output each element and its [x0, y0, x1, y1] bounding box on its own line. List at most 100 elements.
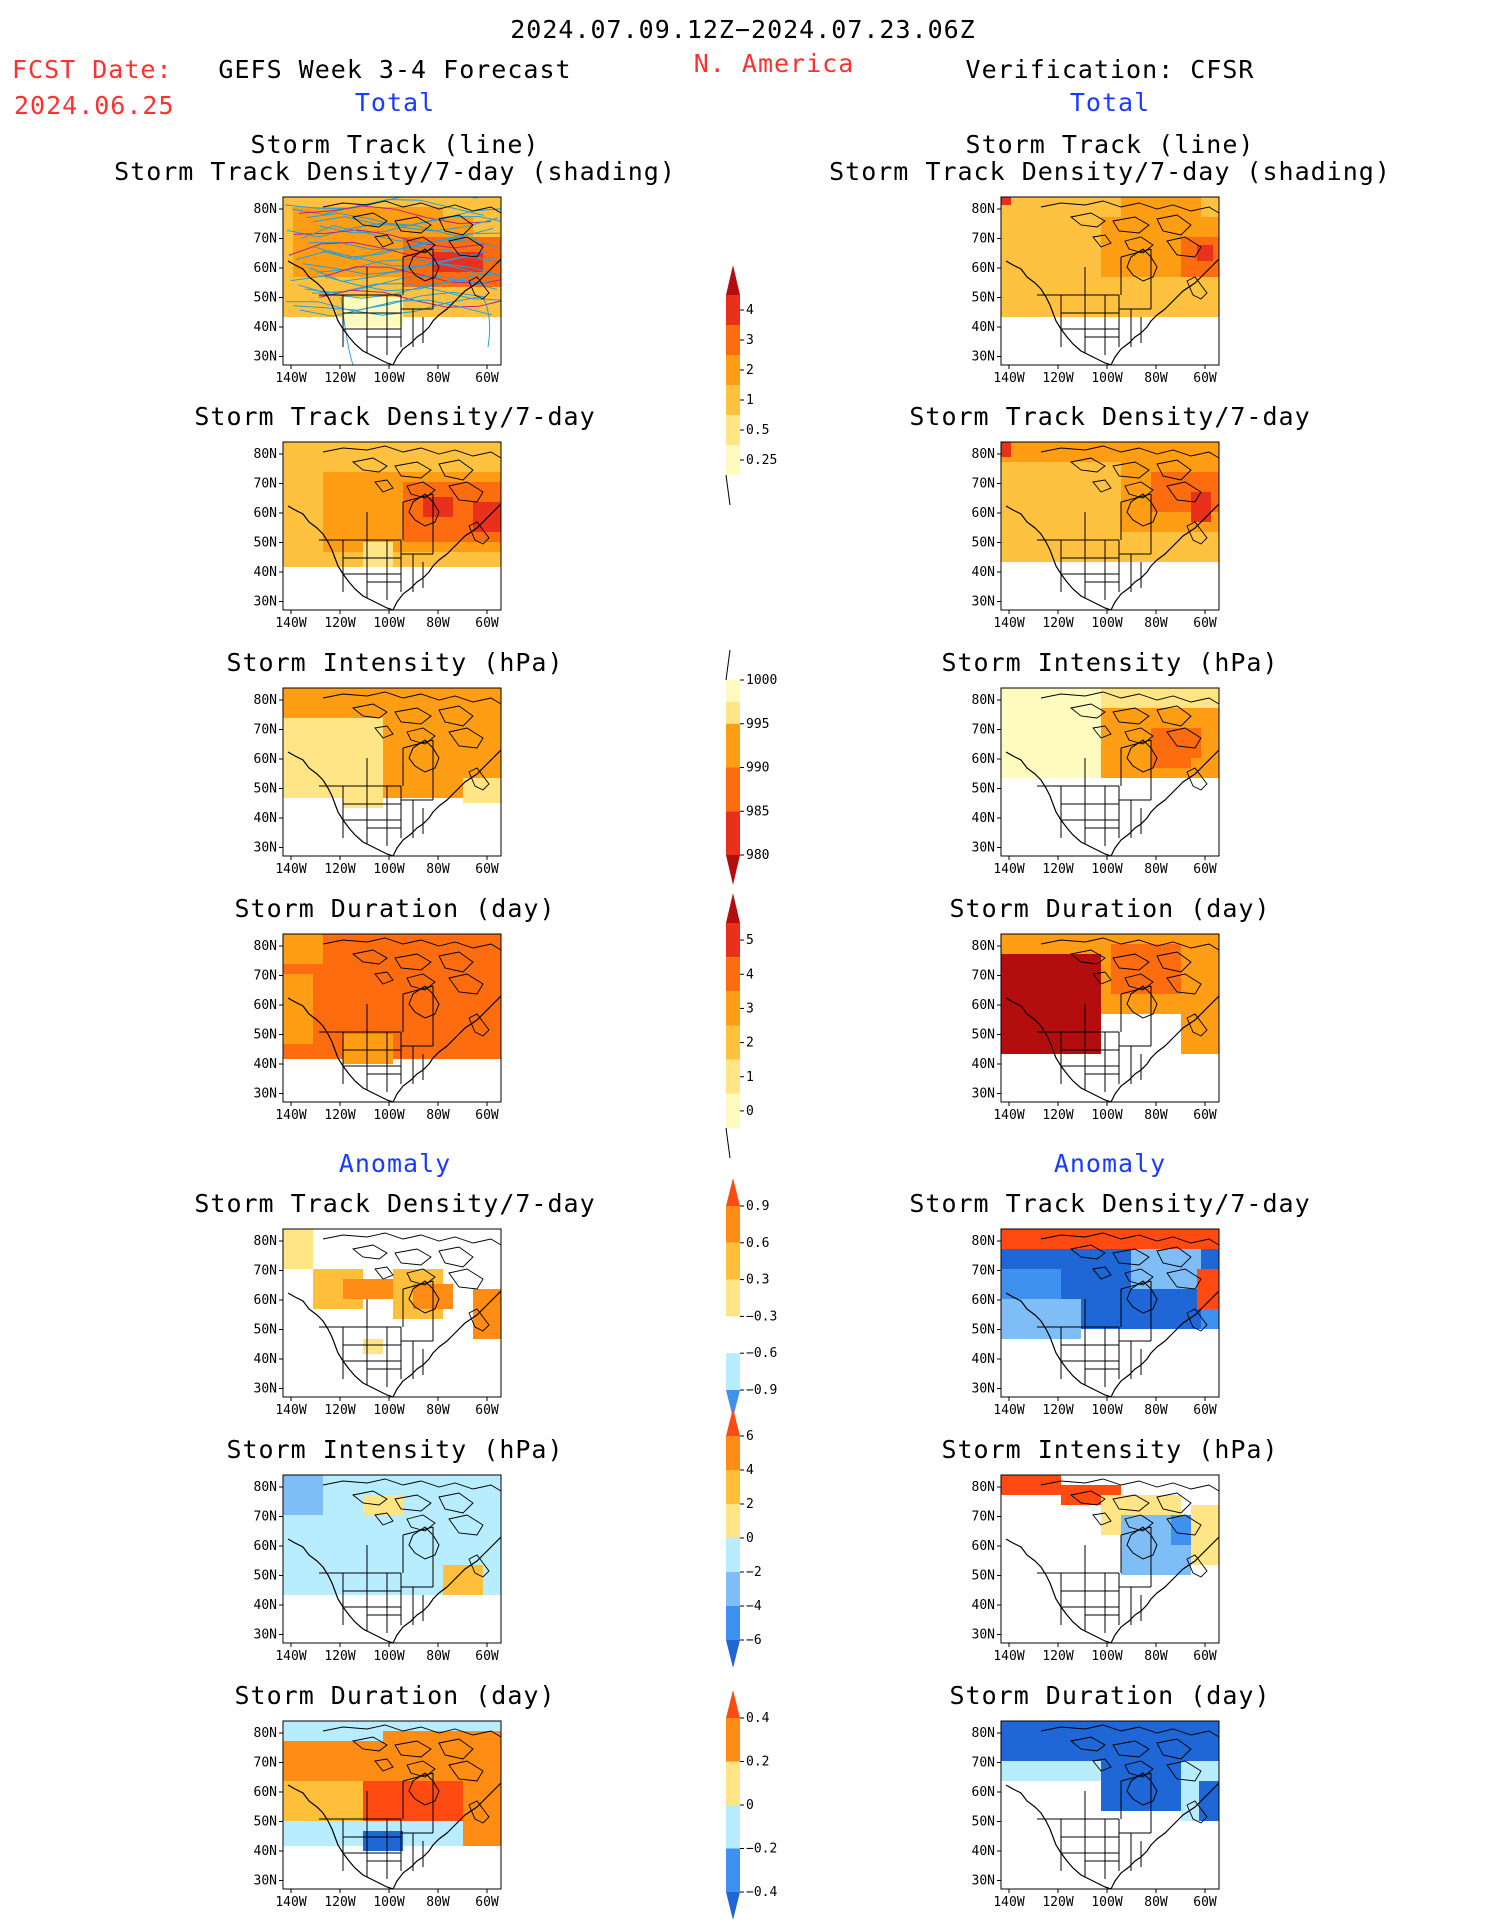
anom-duration-colorbar-band: [726, 1718, 740, 1762]
vf-aintensity-shade-6: [1191, 1505, 1219, 1565]
vf-duration-lon-label: 80W: [1144, 1108, 1168, 1123]
fc-intensity-lon-label: 120W: [324, 862, 355, 877]
fc-duration-map-area: [283, 934, 501, 1102]
duration-colorbar-tick-label: 4: [746, 967, 754, 982]
vf-density-frame: [1000, 441, 1220, 611]
anom-intensity-colorbar-top-cap: [726, 1408, 740, 1436]
vf-aintensity-lon-label: 60W: [1193, 1649, 1217, 1664]
vf-duration-frame: [1000, 933, 1220, 1103]
duration-colorbar-band: [726, 991, 740, 1026]
vf-aintensity-lat-label: 30N: [972, 1628, 995, 1643]
fc-aduration-lat-label: 80N: [254, 1726, 277, 1741]
anom-intensity-colorbar-tick-label: −2: [746, 1565, 762, 1580]
fc-density-shade-4: [423, 497, 453, 517]
fc-density-lon-label: 60W: [475, 616, 499, 631]
fc-aintensity-lat-label: 50N: [254, 1569, 277, 1584]
fc-track-track-south: [340, 296, 354, 365]
fc-duration-lon-label: 120W: [324, 1108, 355, 1123]
density-colorbar-tick-label: 0.25: [746, 453, 777, 468]
anom-density-colorbar-tick-label: −0.9: [746, 1383, 777, 1398]
fc-adensity-lat-label: 80N: [254, 1234, 277, 1249]
anom-density-colorbar-bottom-cap: [726, 1390, 740, 1418]
anom-density-colorbar-band: [726, 1242, 740, 1280]
fc-aduration-shade-4: [363, 1781, 463, 1821]
vf-track-lon-label: 100W: [1091, 371, 1122, 386]
fc-aduration-shade-1: [283, 1741, 383, 1781]
vf-track-title: Storm Track (line): [966, 130, 1255, 159]
vf-aduration-lon-label: 80W: [1144, 1895, 1168, 1910]
duration-colorbar-band: [726, 1059, 740, 1094]
vf-aintensity-map-area: [1001, 1475, 1219, 1643]
density-colorbar-tick-label: 3: [746, 333, 754, 348]
fc-duration-lon-label: 140W: [275, 1108, 306, 1123]
vf-aduration-lat-label: 30N: [972, 1874, 995, 1889]
vf-aintensity-lon-label: 120W: [1042, 1649, 1073, 1664]
fc-aduration-lon-label: 120W: [324, 1895, 355, 1910]
vf-intensity-lon-label: 60W: [1193, 862, 1217, 877]
intensity-colorbar-band: [726, 767, 740, 812]
fc-track-map: 80N 70N 60N 50N 40N 30N 140W 120W 100W 80W 60W: [254, 196, 502, 386]
fc-duration-lat-label: 30N: [254, 1087, 277, 1102]
vf-track-lat-label: 70N: [972, 232, 995, 247]
vf-intensity-lat-label: 40N: [972, 811, 995, 826]
anom-density-colorbar-band: [726, 1353, 740, 1390]
fc-density-frame: [282, 441, 502, 611]
vf-density-title: Storm Track Density/7-day: [909, 402, 1310, 431]
fc-adensity-frame: [282, 1228, 502, 1398]
vf-duration-lon-label: 100W: [1091, 1108, 1122, 1123]
fcst-date: 2024.06.25: [14, 91, 175, 120]
vf-density-map-area: [1001, 442, 1219, 610]
vf-aduration-lat-label: 80N: [972, 1726, 995, 1741]
vf-adensity-lat-label: 60N: [972, 1293, 995, 1308]
fc-density-title: Storm Track Density/7-day: [194, 402, 595, 431]
intensity-colorbar-band: [726, 723, 740, 768]
vf-aintensity-lat-label: 80N: [972, 1480, 995, 1495]
vf-intensity-map-area: [1001, 688, 1219, 856]
fc-duration-lat-label: 80N: [254, 939, 277, 954]
fc-aintensity-lat-label: 60N: [254, 1539, 277, 1554]
anom-density-colorbar: 0.9 0.6 0.3 −0.3 −0.6 −0.9: [726, 1178, 777, 1418]
fc-track-lon-label: 120W: [324, 371, 355, 386]
vf-aintensity-map: 80N 70N 60N 50N 40N 30N 140W 120W 100W 80W 60W: [972, 1474, 1220, 1664]
fc-intensity-lat-label: 60N: [254, 752, 277, 767]
anom-duration-colorbar-tick-label: 0: [746, 1798, 754, 1813]
fc-track-lat-label: 60N: [254, 261, 277, 276]
vf-intensity-shade-5: [1001, 708, 1101, 778]
fc-aduration-lat-label: 50N: [254, 1815, 277, 1830]
fc-track-lon-label: 100W: [373, 371, 404, 386]
vf-aduration-shade-5: [1001, 1761, 1101, 1781]
fc-track-track-23: [285, 296, 479, 316]
vf-adensity-lon-label: 120W: [1042, 1403, 1073, 1418]
fc-duration-lat-label: 40N: [254, 1057, 277, 1072]
vf-aduration-lat-label: 70N: [972, 1756, 995, 1771]
vf-track-frame: [1000, 196, 1220, 366]
fc-intensity-lon-label: 100W: [373, 862, 404, 877]
fc-track-track-24: [292, 291, 486, 311]
fc-track-subtitle: Storm Track Density/7-day (shading): [114, 157, 676, 186]
vf-density-lon-label: 80W: [1144, 616, 1168, 631]
duration-colorbar-tick-label: 3: [746, 1001, 754, 1016]
fc-track-track-11: [321, 246, 501, 264]
vf-aintensity-title: Storm Intensity (hPa): [941, 1435, 1278, 1464]
fc-density-lon-label: 120W: [324, 616, 355, 631]
intensity-colorbar-tick-label: 980: [746, 848, 769, 863]
vf-aduration-map: 80N 70N 60N 50N 40N 30N 140W 120W 100W 80W 60W: [972, 1720, 1220, 1910]
fc-track-track-east: [482, 296, 491, 348]
intensity-colorbar: 1000 995 990 985 980: [725, 649, 777, 885]
date-range-title: 2024.07.09.12Z−2024.07.23.06Z: [510, 15, 976, 44]
fc-intensity-lat-label: 40N: [254, 811, 277, 826]
fc-track-track-2: [298, 205, 492, 225]
fc-intensity-lon-label: 80W: [426, 862, 450, 877]
forecast-anomaly-label: Anomaly: [339, 1149, 451, 1178]
vf-duration-map-area: [1001, 934, 1219, 1102]
fc-intensity-lon-label: 60W: [475, 862, 499, 877]
fc-aintensity-lat-label: 30N: [254, 1628, 277, 1643]
vf-aduration-lon-label: 140W: [993, 1895, 1024, 1910]
anom-intensity-colorbar-tick-label: 6: [746, 1429, 754, 1444]
anom-density-colorbar-top-cap: [726, 1178, 740, 1206]
fc-aintensity-shade-1: [283, 1475, 323, 1515]
fc-adensity-map-area: [283, 1229, 501, 1397]
anom-duration-colorbar: 0.4 0.2 0 −0.2 −0.4: [726, 1690, 777, 1920]
verification-column-title: Verification: CFSR: [966, 55, 1255, 84]
